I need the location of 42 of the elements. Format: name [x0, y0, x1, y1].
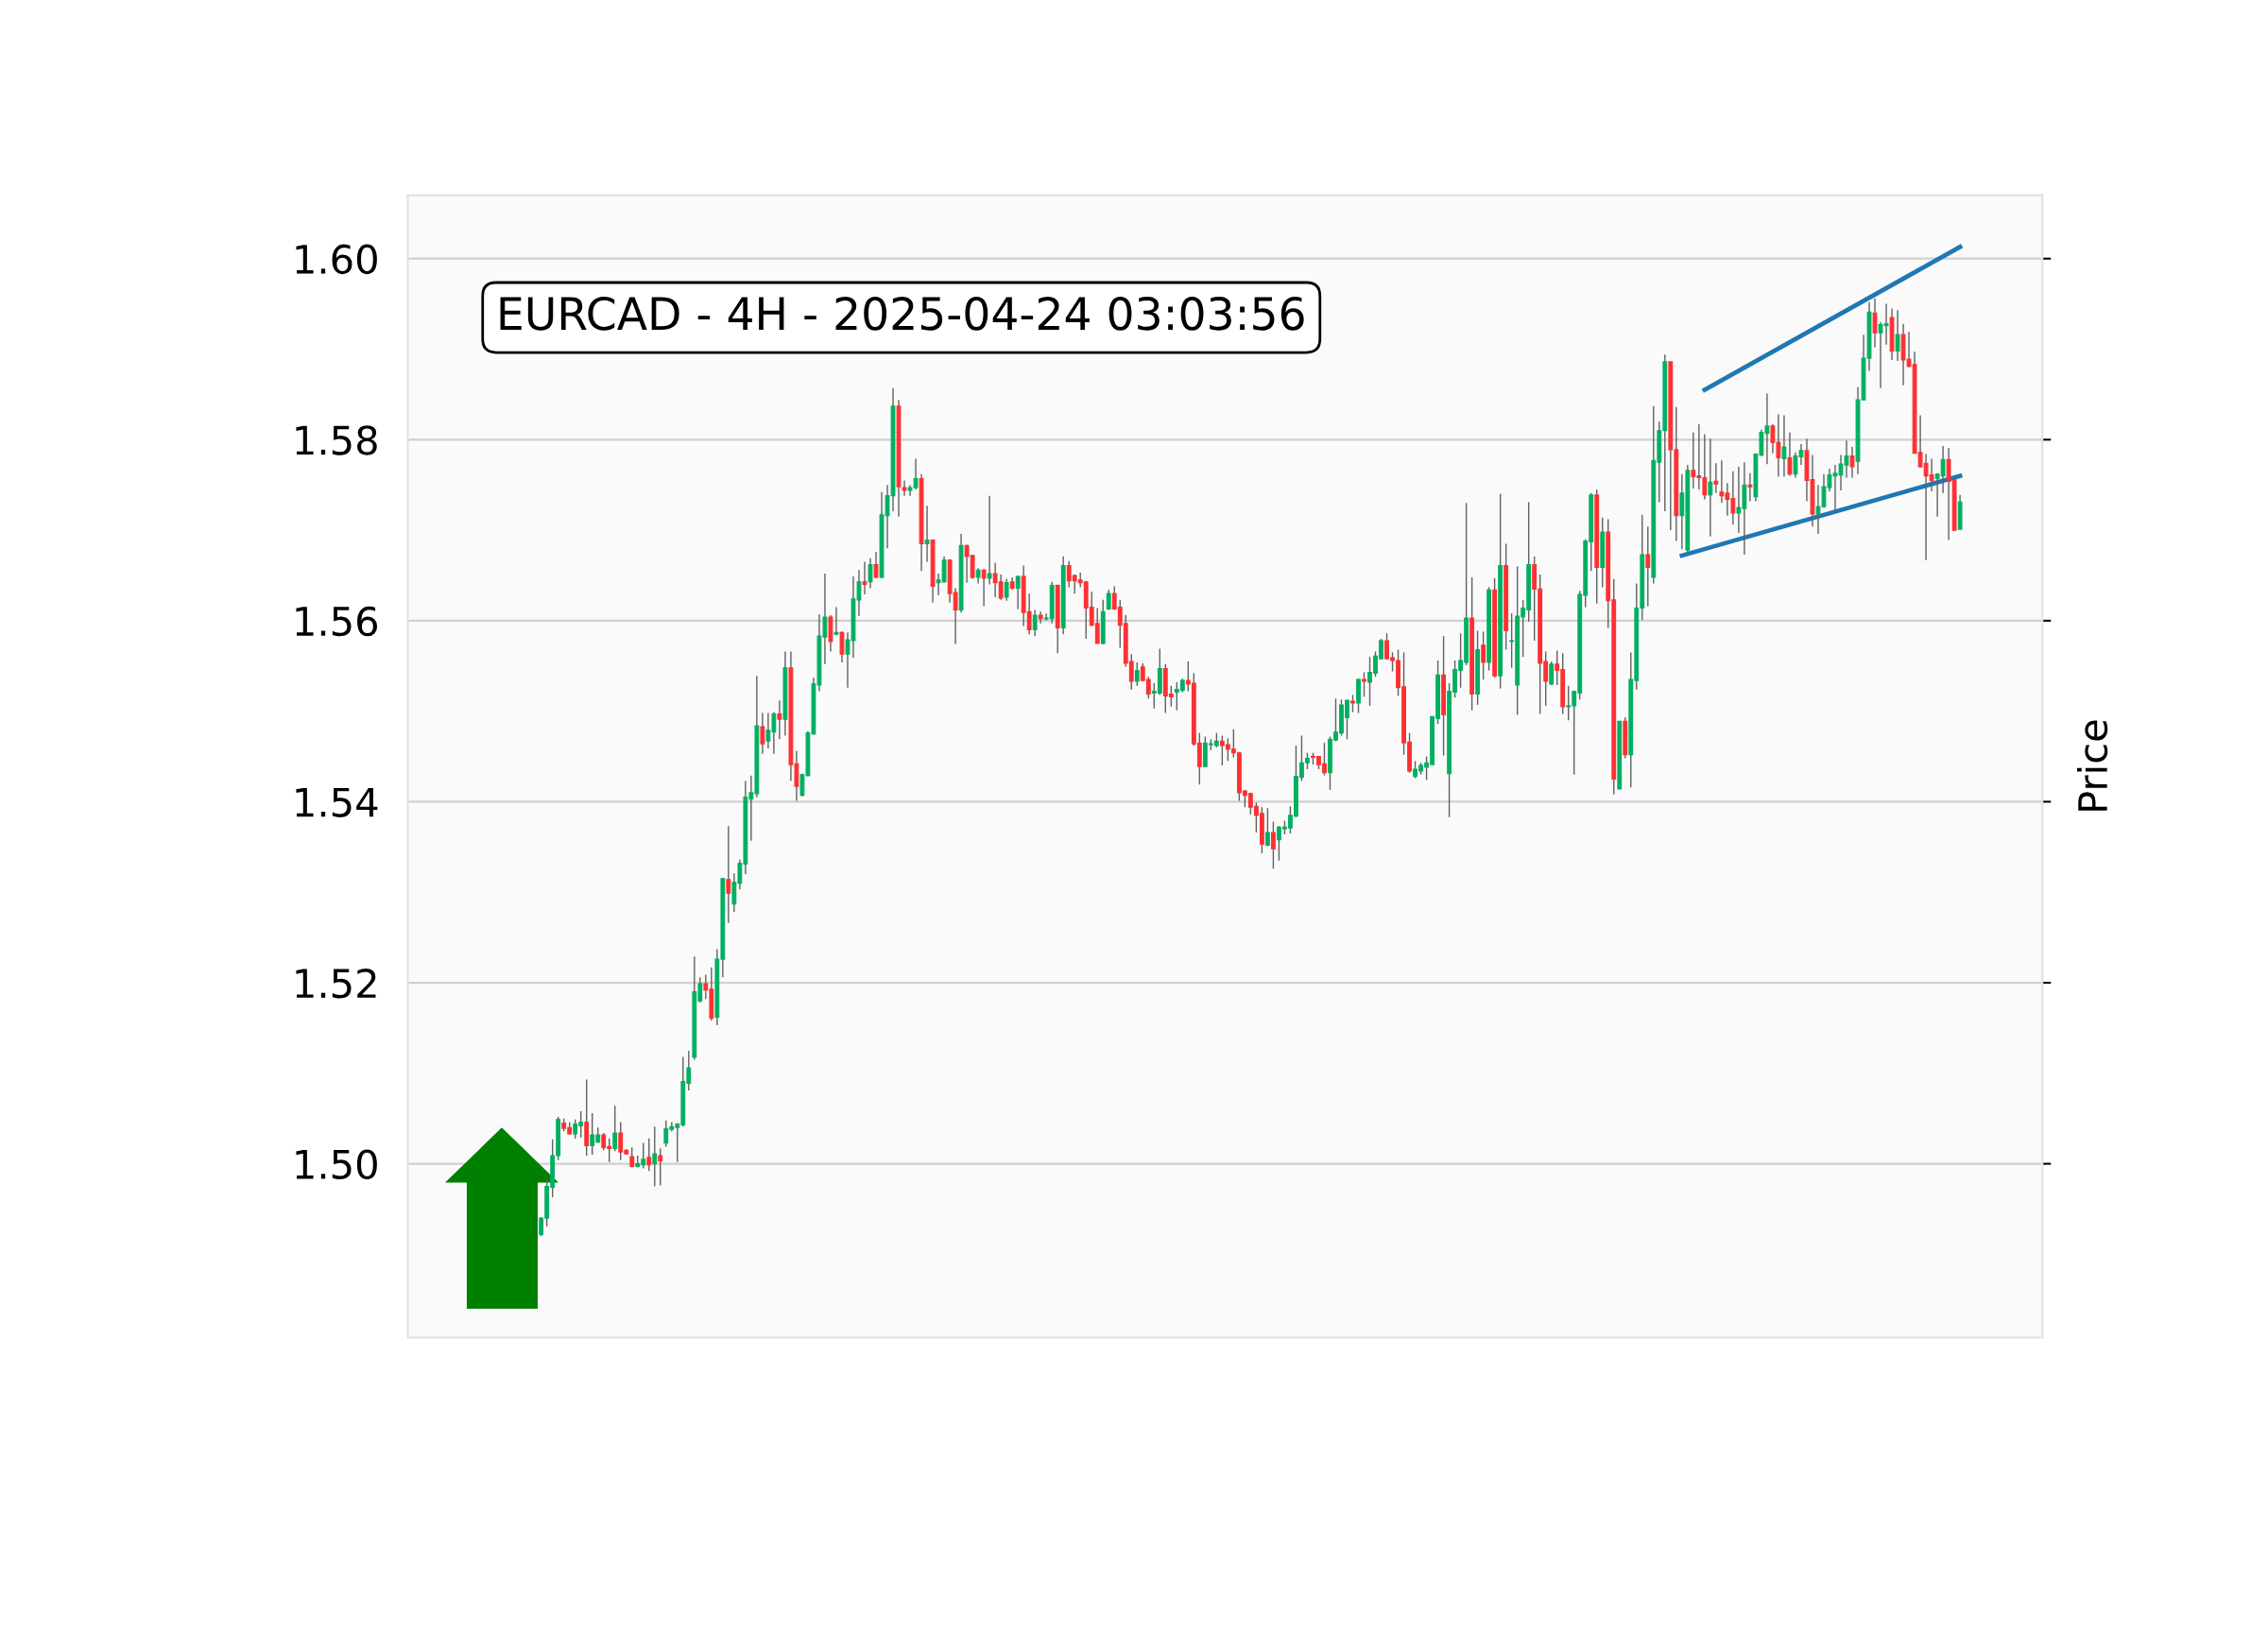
candlestick: [760, 712, 765, 755]
candlestick: [839, 630, 845, 663]
candlestick: [1895, 309, 1900, 362]
candlestick: [1264, 807, 1270, 848]
candlestick: [1747, 472, 1753, 503]
y-tick-label: 1.60: [296, 244, 377, 275]
candlestick: [1362, 671, 1366, 698]
candlestick: [777, 699, 782, 741]
candlestick: [868, 558, 873, 590]
candlestick: [1713, 462, 1719, 494]
y-tick-label: 1.58: [296, 425, 377, 455]
candlestick: [1849, 446, 1855, 479]
y-tick-label: 1.56: [296, 606, 378, 637]
candlestick: [987, 494, 992, 586]
candlestick: [862, 560, 868, 595]
candlestick: [1872, 298, 1878, 349]
candlestick: [1004, 578, 1009, 602]
candlestick: [1134, 661, 1140, 687]
candlestick: [1645, 525, 1651, 608]
candlestick: [726, 825, 731, 924]
y-axis-title: Price: [2077, 720, 2108, 811]
candlestick: [924, 505, 930, 563]
candlestick: [1787, 431, 1793, 477]
candlestick: [612, 1105, 618, 1152]
candlestick: [1549, 661, 1555, 686]
candlestick: [1708, 438, 1713, 538]
candlestick: [1032, 609, 1038, 637]
candlestick: [873, 551, 879, 579]
candlestick: [658, 1147, 663, 1187]
candlestick: [646, 1138, 652, 1172]
y-tick-label: 1.50: [296, 1149, 377, 1180]
text: EURCAD - 4H - 2025-04-24 03:03:56: [500, 296, 1304, 331]
candlestick: [1270, 820, 1276, 870]
y-tick-label: 1.54: [296, 787, 378, 817]
candlestick: [1781, 414, 1787, 478]
candlestick: [981, 568, 987, 608]
candlestick: [1481, 630, 1486, 680]
candlestick: [1350, 694, 1355, 713]
candlestick: [652, 1125, 658, 1188]
y-tick-label: 1.52: [296, 968, 376, 999]
candlestick: [1015, 575, 1021, 610]
candlestick: [833, 606, 839, 636]
